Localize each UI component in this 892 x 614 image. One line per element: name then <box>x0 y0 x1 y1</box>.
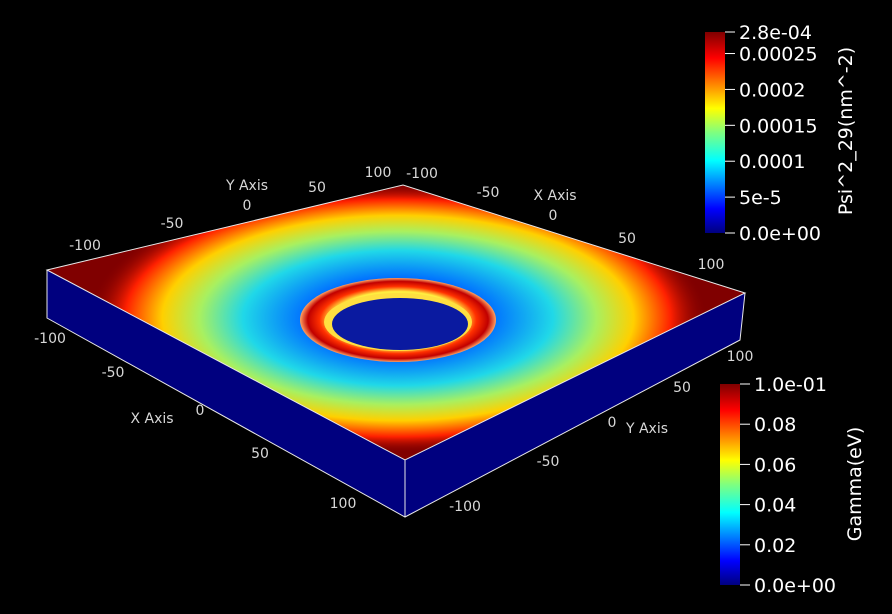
axis-tick-label: 50 <box>308 180 326 196</box>
axis-labels: Y Axis -100 -50 0 50 100 X Axis -100 -50 0 50 100 X … <box>34 165 753 515</box>
colorbar-tick-label: 0.00025 <box>739 44 818 66</box>
colorbar-tick-label: 0.02 <box>754 535 796 557</box>
axis-tick-label: 0 <box>243 198 252 214</box>
axis-tick-label: 100 <box>330 496 357 512</box>
axis-tick-label: -100 <box>69 238 101 254</box>
axis-tick-label: 100 <box>365 165 392 181</box>
colorbar-tick-label: 0.00015 <box>739 115 818 137</box>
axis-tick-label: -100 <box>34 331 66 347</box>
axis-tick-label: -50 <box>161 216 184 232</box>
axis-tick-label: 0 <box>549 208 558 224</box>
axis-tick-label: -100 <box>449 499 481 515</box>
axis-tick-label: -50 <box>477 185 500 201</box>
colorbar-gamma: 1.0e-01 0.08 0.06 0.04 0.02 0.0e+00 Gamma(eV) <box>720 374 866 597</box>
colorbar-psi-title: Psi^2_29(nm^-2) <box>835 47 857 215</box>
axis-title-bottom-left: X Axis <box>130 411 173 427</box>
axis-tick-label: 100 <box>698 257 725 273</box>
colorbar-psi: 2.8e-040.00025 0.0002 0.00015 0.0001 5e-5 0.0… <box>705 22 857 245</box>
colorbar-tick-label: 5e-5 <box>739 187 782 209</box>
axis-title-top-left: Y Axis <box>225 178 268 194</box>
colorbar-tick-label: 0.08 <box>754 414 796 436</box>
axis-tick-label: 0 <box>608 415 617 431</box>
axis-tick-label: -50 <box>102 365 125 381</box>
gamma-slab <box>47 270 745 517</box>
colorbar-tick-label: 0.0e+00 <box>754 575 836 597</box>
axis-tick-label: 50 <box>673 380 691 396</box>
colorbar-tick-label: 0.04 <box>754 495 796 517</box>
colorbar-gamma-title: Gamma(eV) <box>844 427 866 542</box>
axis-tick-label: 50 <box>251 446 269 462</box>
axis-tick-label: 50 <box>618 231 636 247</box>
axis-tick-label: -50 <box>537 454 560 470</box>
axis-title-top-right: X Axis <box>533 188 576 204</box>
axis-title-bottom-right: Y Axis <box>625 421 668 437</box>
colorbar-tick-label: 0.06 <box>754 454 796 476</box>
axis-tick-label: 0 <box>196 403 205 419</box>
colorbar-tick-label: 2.8e-04 <box>739 22 812 44</box>
colorbar-tick-label: 0.0002 <box>739 79 805 101</box>
colorbar-tick-label: 0.0001 <box>739 151 805 173</box>
colorbar-tick-label: 0.0e+00 <box>739 223 821 245</box>
axes-box <box>45 184 747 518</box>
axis-tick-label: -100 <box>406 166 438 182</box>
axis-tick-label: 100 <box>727 349 754 365</box>
colorbar-tick-label: 1.0e-01 <box>754 374 827 396</box>
